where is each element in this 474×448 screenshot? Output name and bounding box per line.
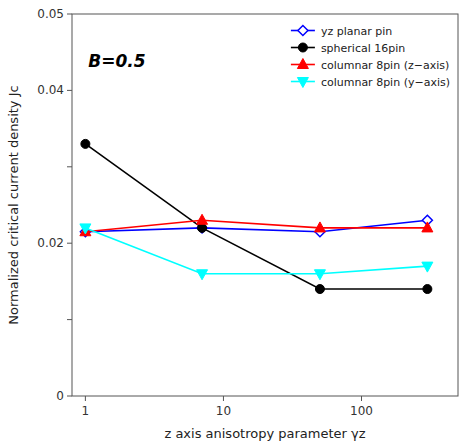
legend-marker [298,43,307,52]
y-tick [67,14,72,15]
y-tick [67,243,72,244]
x-axis-label: z axis anisotropy parameter γz [164,426,365,441]
y-tick [67,90,72,91]
point [423,285,432,294]
legend-label: spherical 16pin [321,42,405,55]
chart: 0 0.02 0.04 0.05 1 10 100 z axis anisotropy par… [0,0,474,448]
legend-label: yz planar pin [321,25,392,38]
x-tick-label: 100 [350,404,373,418]
point [197,214,208,224]
legend-marker [297,59,308,69]
point [314,222,325,232]
legend: yz planar pin spherical 16pin columnar 8pi… [291,25,450,89]
legend-label: columnar 8pin (y−axis) [321,76,450,89]
y-tick [67,319,72,320]
series [81,139,432,293]
series-line [85,144,427,289]
x-tick [223,396,224,401]
y-axis-label: Normalized critical current density Jc [6,85,21,324]
series [80,214,433,235]
point [314,270,325,280]
point [315,285,324,294]
plot-area [80,139,433,293]
point [80,224,91,234]
y-tick-label: 0 [56,389,64,403]
series-line [85,228,427,274]
y-tick-label: 0.02 [37,236,64,250]
y-tick-label: 0.05 [37,7,64,21]
x-tick [85,396,86,401]
series [80,224,433,280]
point [197,270,208,280]
y-tick-label: 0.04 [37,83,64,97]
series-line [85,220,427,231]
annotation: B=0.5 [88,51,145,71]
point [422,262,433,272]
x-tick-label: 10 [216,404,231,418]
series [80,215,432,236]
point [81,139,90,148]
series-line [85,220,427,231]
legend-marker [297,78,308,88]
y-tick [67,396,72,397]
x-tick [361,396,362,401]
y-tick [67,166,72,167]
x-tick-label: 1 [82,404,90,418]
plot-frame [72,14,458,396]
legend-marker [298,26,308,36]
legend-label: columnar 8pin (z−axis) [321,59,449,72]
point [422,222,433,232]
